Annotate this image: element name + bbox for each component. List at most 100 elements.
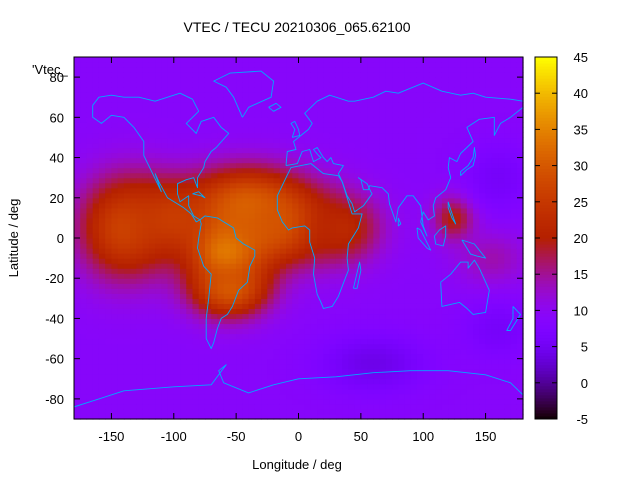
heatmap-cell [367, 298, 374, 304]
heatmap-cell [105, 318, 113, 325]
heatmap-cell [373, 338, 381, 345]
heatmap-cell [211, 253, 219, 259]
heatmap-cell [217, 202, 225, 209]
heatmap-cell [485, 358, 493, 365]
heatmap-cell [317, 67, 325, 73]
heatmap-cell [466, 82, 474, 88]
heatmap-cell [286, 97, 293, 103]
heatmap-cell [254, 197, 262, 204]
heatmap-cell [173, 117, 181, 123]
heatmap-cell [448, 142, 456, 149]
heatmap-cell [192, 117, 200, 123]
heatmap-cell [204, 137, 212, 144]
heatmap-cell [360, 212, 368, 219]
heatmap-cell [180, 278, 187, 284]
heatmap-cell [80, 167, 88, 174]
heatmap-cell [161, 92, 169, 98]
heatmap-cell [248, 248, 256, 254]
heatmap-cell [416, 378, 424, 385]
heatmap-cell [385, 263, 393, 269]
heatmap-cell [335, 112, 343, 118]
heatmap-cell [286, 333, 293, 340]
heatmap-cell [161, 142, 169, 149]
heatmap-cell [105, 248, 113, 254]
heatmap-cell [298, 338, 306, 345]
heatmap-cell [416, 388, 424, 395]
heatmap-cell [335, 217, 343, 224]
heatmap-cell [242, 162, 250, 169]
heatmap-cell [74, 363, 81, 370]
heatmap-cell [248, 273, 256, 279]
heatmap-cell [105, 92, 113, 98]
heatmap-cell [223, 137, 231, 144]
heatmap-cell [105, 403, 113, 410]
heatmap-cell [117, 243, 125, 249]
heatmap-cell [180, 182, 187, 189]
heatmap-cell [354, 222, 362, 229]
heatmap-cell [485, 107, 493, 113]
heatmap-cell [385, 313, 393, 320]
heatmap-cell [136, 177, 144, 184]
heatmap-cell [192, 152, 200, 159]
heatmap-cell [236, 227, 243, 234]
heatmap-cell [98, 338, 106, 345]
heatmap-cell [435, 77, 443, 83]
heatmap-cell [123, 182, 131, 189]
heatmap-cell [80, 217, 88, 224]
heatmap-cell [441, 328, 449, 335]
heatmap-cell [479, 227, 487, 234]
heatmap-cell [74, 238, 81, 244]
heatmap-cell [74, 207, 81, 214]
heatmap-cell [261, 77, 268, 83]
heatmap-cell [379, 197, 387, 204]
heatmap-cell [123, 62, 131, 68]
heatmap-cell [136, 102, 144, 108]
heatmap-cell [267, 253, 275, 259]
heatmap-cell [98, 318, 106, 325]
heatmap-cell [167, 162, 175, 169]
heatmap-cell [398, 303, 406, 309]
heatmap-cell [298, 278, 306, 284]
heatmap-cell [286, 202, 293, 209]
heatmap-cell [105, 268, 113, 274]
heatmap-cell [466, 238, 474, 244]
heatmap-cell [198, 253, 206, 259]
heatmap-cell [92, 413, 100, 420]
heatmap-cell [92, 172, 100, 179]
heatmap-cell [441, 273, 449, 279]
heatmap-cell [404, 87, 412, 93]
heatmap-cell [161, 132, 169, 139]
heatmap-cell [367, 77, 374, 83]
heatmap-cell [410, 97, 418, 103]
heatmap-cell [360, 57, 368, 63]
heatmap-cell [105, 107, 113, 113]
heatmap-cell [92, 293, 100, 299]
heatmap-cell [80, 243, 88, 249]
heatmap-cell [485, 383, 493, 390]
heatmap-cell [236, 82, 243, 88]
heatmap-cell [117, 177, 125, 184]
heatmap-cell [186, 167, 194, 174]
heatmap-cell [155, 408, 162, 415]
heatmap-cell [398, 172, 406, 179]
heatmap-cell [261, 92, 268, 98]
heatmap-cell [298, 212, 306, 219]
heatmap-cell [423, 182, 431, 189]
heatmap-cell [410, 142, 418, 149]
heatmap-cell [342, 217, 349, 224]
heatmap-cell [192, 288, 200, 294]
heatmap-cell [111, 253, 119, 259]
heatmap-cell [385, 383, 393, 390]
heatmap-cell [504, 298, 512, 304]
heatmap-cell [466, 107, 474, 113]
heatmap-cell [148, 298, 156, 304]
heatmap-cell [448, 318, 456, 325]
heatmap-cell [123, 413, 131, 420]
heatmap-cell [74, 217, 81, 224]
heatmap-cell [192, 202, 200, 209]
heatmap-cell [186, 318, 194, 325]
heatmap-cell [360, 278, 368, 284]
heatmap-cell [473, 298, 480, 304]
heatmap-cell [80, 273, 88, 279]
heatmap-cell [192, 207, 200, 214]
